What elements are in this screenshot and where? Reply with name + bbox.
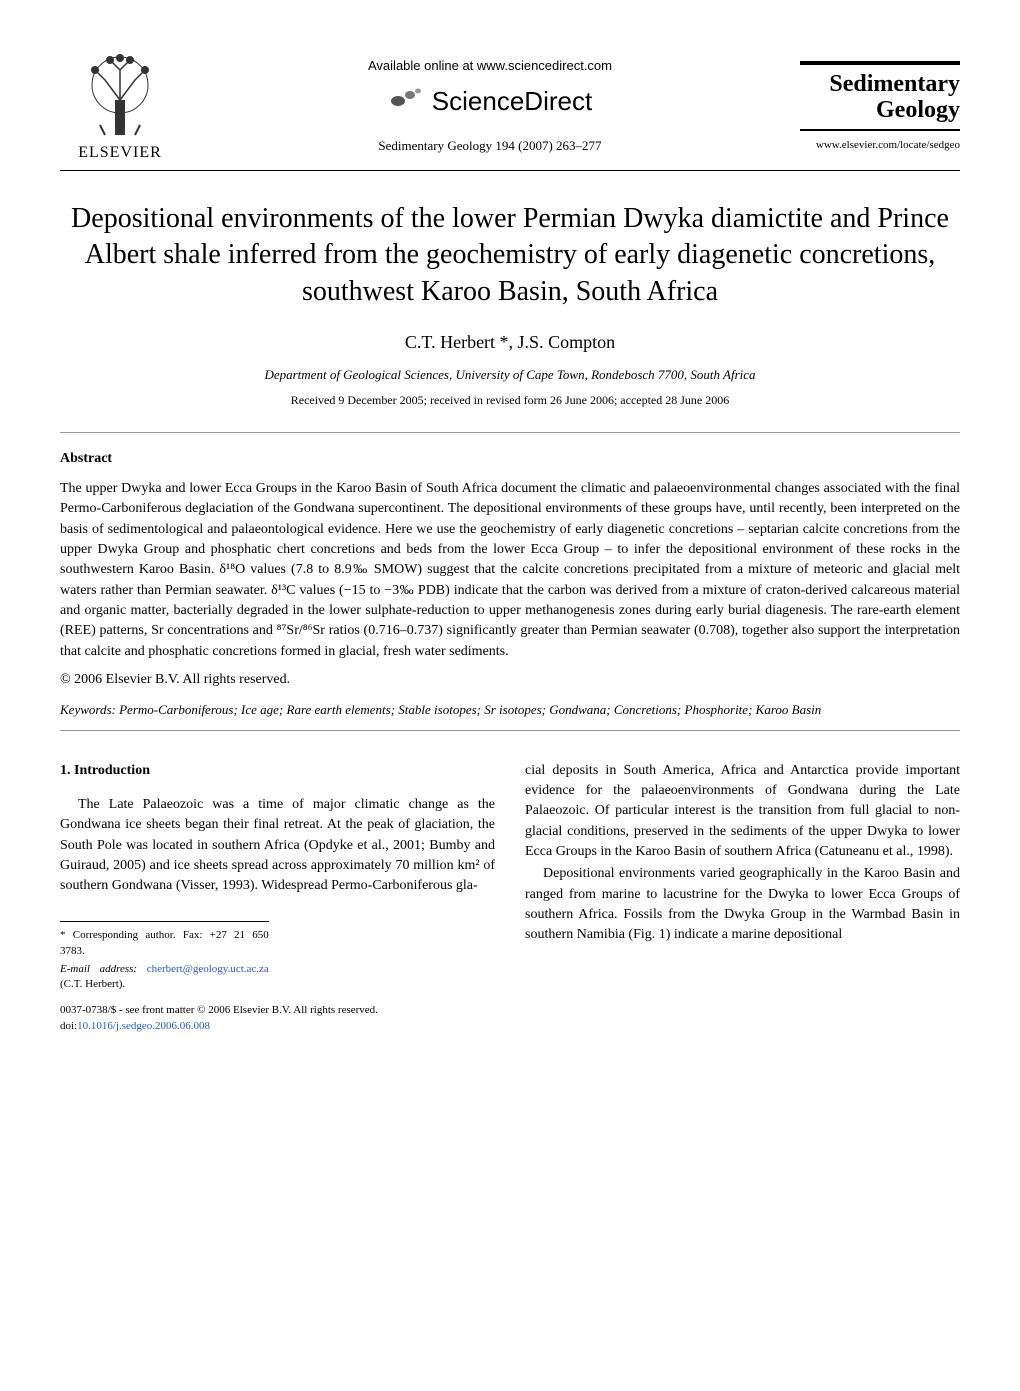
- header-center: Available online at www.sciencedirect.co…: [180, 58, 800, 154]
- sciencedirect-text: ScienceDirect: [432, 86, 592, 117]
- email-suffix: (C.T. Herbert).: [60, 978, 125, 990]
- article-dates: Received 9 December 2005; received in re…: [60, 393, 960, 408]
- keywords-bottom-rule: [60, 730, 960, 731]
- intro-paragraph-right-1: cial deposits in South America, Africa a…: [525, 761, 960, 862]
- elsevier-tree-icon: [75, 50, 165, 140]
- intro-paragraph-right-2: Depositional environments varied geograp…: [525, 864, 960, 945]
- abstract-heading: Abstract: [60, 451, 960, 467]
- elsevier-logo: ELSEVIER: [60, 50, 180, 162]
- section-heading: 1. Introduction: [60, 761, 495, 781]
- doi-value: 10.1016/j.sedgeo.2006.06.008: [77, 1020, 210, 1032]
- doi-label: doi:: [60, 1020, 77, 1032]
- body-columns: 1. Introduction The Late Palaeozoic was …: [60, 761, 960, 1035]
- journal-name: Sedimentary Geology: [800, 61, 960, 132]
- right-column: cial deposits in South America, Africa a…: [525, 761, 960, 1035]
- journal-logo: Sedimentary Geology www.elsevier.com/loc…: [800, 61, 960, 152]
- doi-line: doi:10.1016/j.sedgeo.2006.06.008: [60, 1019, 495, 1035]
- sciencedirect-icon: [388, 83, 424, 120]
- journal-name-line1: Sedimentary: [829, 71, 960, 97]
- article-title: Depositional environments of the lower P…: [60, 201, 960, 310]
- abstract-text: The upper Dwyka and lower Ecca Groups in…: [60, 479, 960, 662]
- sciencedirect-logo: ScienceDirect: [388, 83, 592, 120]
- section-title: Introduction: [74, 763, 150, 778]
- left-column: 1. Introduction The Late Palaeozoic was …: [60, 761, 495, 1035]
- keywords-text: Permo-Carboniferous; Ice age; Rare earth…: [116, 702, 821, 717]
- keywords-label: Keywords:: [60, 702, 116, 717]
- intro-paragraph-left: The Late Palaeozoic was a time of major …: [60, 795, 495, 896]
- journal-url: www.elsevier.com/locate/sedgeo: [800, 139, 960, 151]
- footnotes: * Corresponding author. Fax: +27 21 650 …: [60, 921, 269, 994]
- corresponding-author: * Corresponding author. Fax: +27 21 650 …: [60, 928, 269, 960]
- abstract-top-rule: [60, 432, 960, 433]
- header-row: ELSEVIER Available online at www.science…: [60, 50, 960, 162]
- section-number: 1.: [60, 763, 71, 778]
- email-address: cherbert@geology.uct.ac.za: [137, 963, 269, 975]
- journal-name-line2: Geology: [876, 97, 960, 123]
- journal-citation: Sedimentary Geology 194 (2007) 263–277: [378, 138, 601, 154]
- elsevier-brand-text: ELSEVIER: [78, 144, 162, 162]
- keywords: Keywords: Permo-Carboniferous; Ice age; …: [60, 702, 960, 718]
- email-line: E-mail address: cherbert@geology.uct.ac.…: [60, 962, 269, 994]
- issn-line: 0037-0738/$ - see front matter © 2006 El…: [60, 1003, 495, 1019]
- header-rule: [60, 170, 960, 171]
- available-online-text: Available online at www.sciencedirect.co…: [368, 58, 612, 73]
- authors: C.T. Herbert *, J.S. Compton: [60, 332, 960, 353]
- email-label: E-mail address:: [60, 963, 137, 975]
- affiliation: Department of Geological Sciences, Unive…: [60, 367, 960, 383]
- copyright-text: © 2006 Elsevier B.V. All rights reserved…: [60, 672, 960, 688]
- bottom-meta: 0037-0738/$ - see front matter © 2006 El…: [60, 1003, 495, 1035]
